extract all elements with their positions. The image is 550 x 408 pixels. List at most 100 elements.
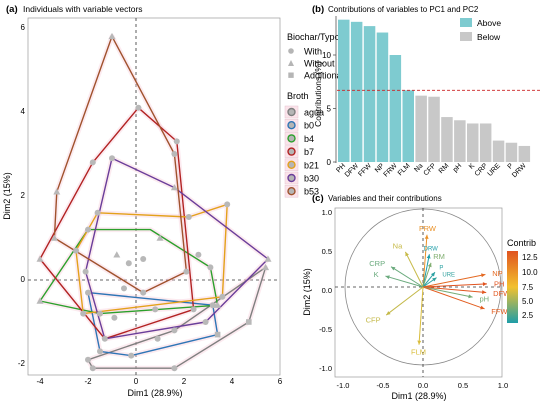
panel-b-x-tick: CFP <box>423 162 438 177</box>
legend-below-swatch <box>460 32 472 41</box>
individual-point <box>128 352 135 359</box>
vector-DFW <box>422 286 487 293</box>
legend-below-label: Below <box>477 32 501 42</box>
vector-arrowhead <box>427 262 432 268</box>
individual-point <box>262 263 270 271</box>
individual-point <box>36 255 44 262</box>
vector-arrowhead <box>386 311 391 316</box>
vector-arrowhead <box>385 275 390 280</box>
individual-point <box>170 184 178 191</box>
vector-arrowhead <box>432 277 437 282</box>
individual-point <box>156 234 164 241</box>
panel-b-x-tick: Na <box>413 162 424 173</box>
contribution-bar <box>441 117 453 162</box>
panel-a-y-tick: 0 <box>21 275 26 284</box>
vector-label: Na <box>393 242 403 251</box>
panel-b-y-tick: 10 <box>322 51 331 60</box>
panel-a-x-tick: 0 <box>134 377 139 386</box>
individual-point <box>97 310 103 317</box>
vector-arrowhead <box>391 266 396 271</box>
vector-arrowhead <box>481 273 486 278</box>
individual-point <box>85 356 91 363</box>
legend-key-label: b53 <box>304 187 319 197</box>
panel-a-y-tick: 6 <box>21 23 26 32</box>
contribution-bar <box>518 145 531 162</box>
vector-K <box>385 275 424 288</box>
contrib-legend-tick: 7.5 <box>522 283 534 292</box>
vector-label: DFW <box>493 289 511 298</box>
vector-NP <box>422 274 486 288</box>
panel-b-y-tick: 0 <box>327 158 332 167</box>
individual-point <box>140 256 147 262</box>
panel-b-x-tick: K <box>468 162 476 170</box>
individual-point <box>97 348 103 355</box>
contribution-bar <box>505 142 518 162</box>
vector-arrowhead <box>424 234 429 239</box>
individual-point <box>224 201 231 208</box>
individual-point <box>202 319 209 325</box>
individual-point <box>85 289 91 296</box>
vector-arrowhead <box>481 290 487 295</box>
panel-b-y-tick: 5 <box>327 105 332 114</box>
hull-b0 <box>87 291 219 357</box>
individual-point <box>53 188 61 195</box>
panel-b-x-tick: FRW <box>383 162 399 178</box>
individual-point <box>140 289 147 296</box>
contrib-legend-tick: 10.0 <box>522 268 538 277</box>
legend-key-marker <box>287 134 296 143</box>
legend-key-marker <box>287 186 296 196</box>
vector-label: P <box>439 266 443 272</box>
contribution-bar <box>376 32 389 162</box>
individual-point <box>109 155 115 162</box>
individual-point <box>154 335 161 342</box>
vector-arrowhead <box>468 294 473 299</box>
panel-b-x-tick: FLM <box>397 162 412 177</box>
contrib-legend-title: Contrib <box>507 238 536 248</box>
individual-point <box>219 293 226 300</box>
contrib-legend-tick: 12.5 <box>522 253 538 262</box>
contrib-legend-tick: 5.0 <box>522 297 534 306</box>
vector-label: pH <box>479 295 489 304</box>
individual-point <box>113 251 121 258</box>
vector-label: RM <box>433 252 445 261</box>
vector-label: FRW <box>419 224 437 233</box>
legend-key-marker <box>287 173 296 183</box>
vector-RM <box>422 262 432 288</box>
vector-CRP <box>390 266 424 288</box>
panel-a-y-tick: -2 <box>18 359 26 368</box>
vector-label: DRW <box>424 246 439 252</box>
panel-a-x-tick: -2 <box>84 377 92 386</box>
vector-label: K <box>374 270 379 279</box>
legend-key-label: b30 <box>304 174 319 184</box>
contribution-bar <box>402 90 414 162</box>
contribution-bar <box>479 123 492 162</box>
legend-triangle-marker <box>288 60 294 66</box>
legend-circle-marker <box>288 48 294 54</box>
panel-a-y-tick: 4 <box>21 107 26 116</box>
legend-color-keys: agua b0 b4 b7 b21 b30 b53 <box>284 105 324 198</box>
panel-a-plot-area <box>27 17 281 376</box>
contribution-bar <box>415 95 427 162</box>
panel-b-x-tick: P <box>507 162 515 170</box>
individual-point <box>85 226 91 233</box>
vector-pH <box>422 286 473 298</box>
panel-c: (c) Variables and their contributions -1… <box>302 193 538 401</box>
individual-point <box>209 302 216 309</box>
panel-c-x-tick: -1.0 <box>337 381 350 390</box>
legend-shape-label: With <box>304 47 322 57</box>
vector-arrowhead <box>482 282 487 287</box>
panel-a-legend: Biochar/Typo With Without Additional Bro… <box>284 32 344 198</box>
legend-key-label: agua <box>304 108 324 118</box>
individual-point <box>89 365 96 372</box>
panel-c-x-tick: 0.0 <box>418 381 428 390</box>
vector-FLM <box>418 286 424 345</box>
individual-point <box>125 260 132 267</box>
vector-label: FFW <box>491 307 508 316</box>
panel-c-y-label: Dim2 (15%) <box>302 268 312 316</box>
individual-point <box>246 319 252 325</box>
panel-c-x-label: Dim1 (28.9%) <box>391 391 446 401</box>
legend-key-marker <box>287 107 296 117</box>
legend-key-label: b4 <box>304 134 314 144</box>
panel-a-marks <box>28 18 280 375</box>
